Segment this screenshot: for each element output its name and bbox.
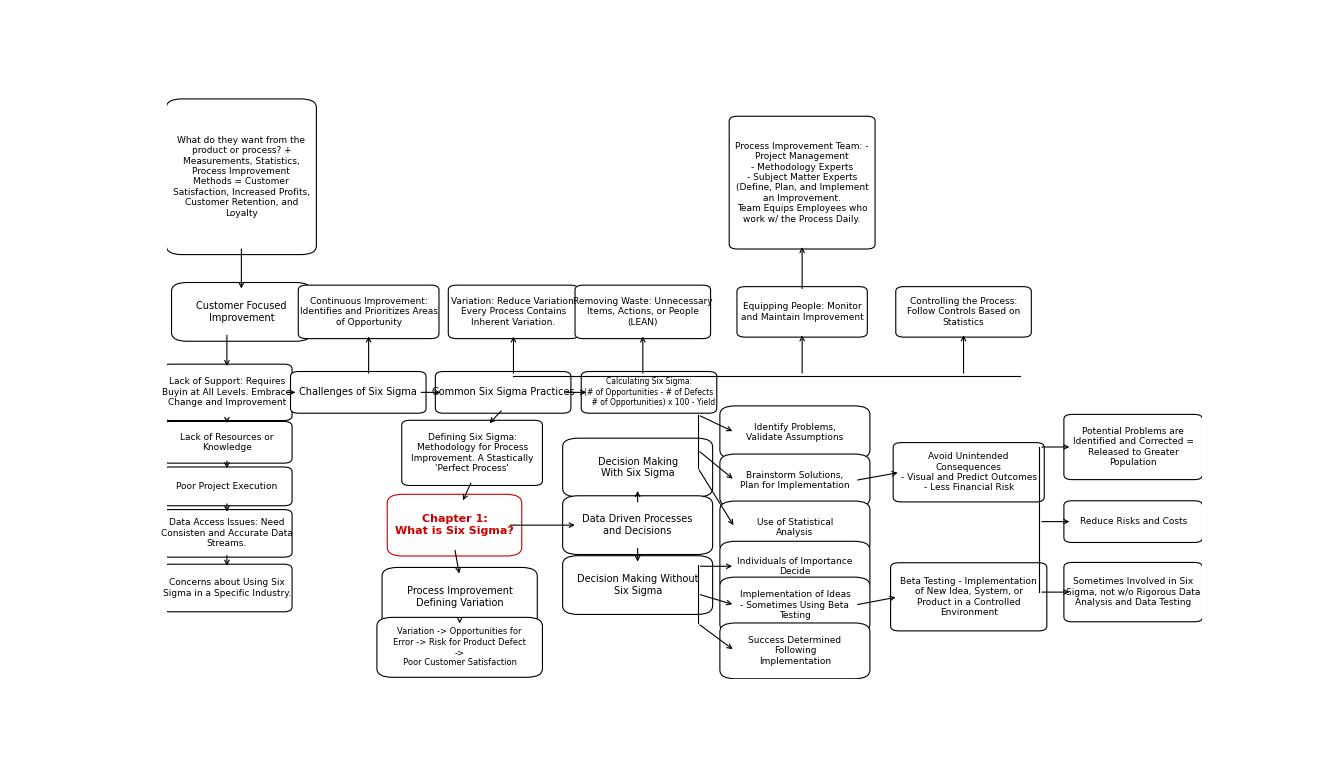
FancyBboxPatch shape: [171, 282, 311, 341]
Text: Process Improvement
Defining Variation: Process Improvement Defining Variation: [407, 586, 513, 607]
FancyBboxPatch shape: [581, 372, 717, 414]
Text: Success Determined
Following
Implementation: Success Determined Following Implementat…: [749, 636, 841, 666]
FancyBboxPatch shape: [435, 372, 571, 414]
FancyBboxPatch shape: [729, 116, 874, 249]
Text: Individuals of Importance
Decide: Individuals of Importance Decide: [737, 556, 853, 576]
FancyBboxPatch shape: [162, 564, 292, 612]
FancyBboxPatch shape: [162, 467, 292, 506]
FancyBboxPatch shape: [896, 287, 1032, 337]
FancyBboxPatch shape: [720, 454, 870, 507]
FancyBboxPatch shape: [402, 420, 542, 485]
FancyBboxPatch shape: [720, 541, 870, 591]
Text: Sometimes Involved in Six
Sigma, not w/o Rigorous Data
Analysis and Data Testing: Sometimes Involved in Six Sigma, not w/o…: [1067, 578, 1200, 607]
FancyBboxPatch shape: [376, 617, 542, 678]
Text: What do they want from the
product or process? +
Measurements, Statistics,
Proce: What do they want from the product or pr…: [172, 136, 310, 217]
FancyBboxPatch shape: [890, 563, 1047, 631]
Text: Beta Testing - Implementation
of New Idea, System, or
Product in a Controlled
En: Beta Testing - Implementation of New Ide…: [900, 577, 1037, 617]
FancyBboxPatch shape: [575, 285, 710, 339]
Text: Common Six Sigma Practices: Common Six Sigma Practices: [431, 388, 574, 398]
Text: Implementation of Ideas
- Sometimes Using Beta
Testing: Implementation of Ideas - Sometimes Usin…: [740, 590, 850, 620]
FancyBboxPatch shape: [382, 568, 537, 626]
Text: Avoid Unintended
Consequences
- Visual and Predict Outcomes
- Less Financial Ris: Avoid Unintended Consequences - Visual a…: [901, 452, 1037, 492]
FancyBboxPatch shape: [893, 443, 1044, 502]
Text: Calculating Six Sigma:
(⁠# of Opportunities - # of Defects⁠
    # of Opportuniti: Calculating Six Sigma: (⁠# of Opportunit…: [582, 378, 716, 407]
FancyBboxPatch shape: [387, 494, 522, 556]
Text: Removing Waste: Unnecessary
Items, Actions, or People
(LEAN): Removing Waste: Unnecessary Items, Actio…: [573, 297, 713, 327]
FancyBboxPatch shape: [162, 364, 292, 420]
FancyBboxPatch shape: [291, 372, 426, 414]
Text: Process Improvement Team: -
Project Management
- Methodology Experts
- Subject M: Process Improvement Team: - Project Mana…: [736, 142, 869, 224]
Text: Lack of Support: Requires
Buyin at All Levels. Embrace
Change and Improvement: Lack of Support: Requires Buyin at All L…: [163, 378, 291, 407]
Text: Decision Making Without
Six Sigma: Decision Making Without Six Sigma: [577, 575, 698, 596]
FancyBboxPatch shape: [562, 496, 713, 555]
Text: Variation: Reduce Variation.
Every Process Contains
Inherent Variation.: Variation: Reduce Variation. Every Proce…: [451, 297, 577, 327]
FancyBboxPatch shape: [162, 421, 292, 463]
Text: Data Driven Processes
and Decisions: Data Driven Processes and Decisions: [582, 514, 693, 536]
FancyBboxPatch shape: [449, 285, 578, 339]
Text: Poor Project Execution: Poor Project Execution: [176, 482, 278, 491]
FancyBboxPatch shape: [1064, 501, 1203, 542]
Text: Concerns about Using Six
Sigma in a Specific Industry.: Concerns about Using Six Sigma in a Spec…: [163, 578, 291, 597]
Text: Lack of Resources or
Knowledge: Lack of Resources or Knowledge: [180, 433, 274, 452]
Text: Brainstorm Solutions,
Plan for Implementation: Brainstorm Solutions, Plan for Implement…: [740, 471, 849, 490]
FancyBboxPatch shape: [720, 501, 870, 554]
FancyBboxPatch shape: [562, 438, 713, 497]
FancyBboxPatch shape: [1064, 414, 1203, 480]
FancyBboxPatch shape: [720, 577, 870, 633]
FancyBboxPatch shape: [720, 406, 870, 459]
Text: Potential Problems are
Identified and Corrected =
Released to Greater
Population: Potential Problems are Identified and Co…: [1073, 427, 1193, 467]
Text: Data Access Issues: Need
Consisten and Accurate Data
Streams.: Data Access Issues: Need Consisten and A…: [162, 519, 292, 549]
Text: Identify Problems,
Validate Assumptions: Identify Problems, Validate Assumptions: [746, 423, 844, 442]
Text: Reduce Risks and Costs: Reduce Risks and Costs: [1080, 517, 1187, 526]
FancyBboxPatch shape: [167, 99, 316, 255]
Text: Continuous Improvement:
Identifies and Prioritizes Areas
of Opportunity: Continuous Improvement: Identifies and P…: [299, 297, 438, 327]
Text: Customer Focused
Improvement: Customer Focused Improvement: [196, 301, 287, 323]
Text: Use of Statistical
Analysis: Use of Statistical Analysis: [757, 518, 833, 537]
FancyBboxPatch shape: [298, 285, 439, 339]
Text: Equipping People: Monitor
and Maintain Improvement: Equipping People: Monitor and Maintain I…: [741, 302, 864, 321]
Text: Defining Six Sigma:
Methodology for Process
Improvement. A Stastically
'Perfect : Defining Six Sigma: Methodology for Proc…: [411, 433, 534, 473]
Text: Chapter 1:
What is Six Sigma?: Chapter 1: What is Six Sigma?: [395, 514, 514, 536]
FancyBboxPatch shape: [562, 555, 713, 614]
Text: Variation -> Opportunities for
Error -> Risk for Product Defect
->
Poor Customer: Variation -> Opportunities for Error -> …: [394, 627, 526, 668]
FancyBboxPatch shape: [737, 287, 868, 337]
FancyBboxPatch shape: [720, 623, 870, 679]
Text: Challenges of Six Sigma: Challenges of Six Sigma: [299, 388, 417, 398]
Text: Controlling the Process:
Follow Controls Based on
Statistics: Controlling the Process: Follow Controls…: [906, 297, 1020, 327]
FancyBboxPatch shape: [162, 510, 292, 557]
Text: Decision Making
With Six Sigma: Decision Making With Six Sigma: [598, 457, 678, 478]
FancyBboxPatch shape: [1064, 562, 1203, 622]
